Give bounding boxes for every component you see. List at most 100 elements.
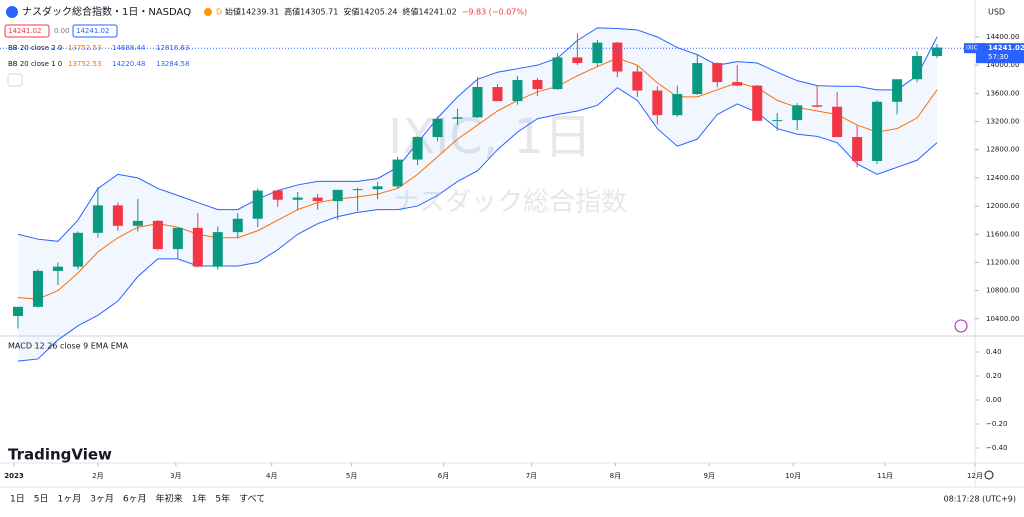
ohlc-value: 安値14205.24: [343, 7, 397, 17]
settings-icon[interactable]: [984, 470, 994, 480]
x-tick-label: 12月: [967, 472, 983, 480]
bb-label: BB 20 close 2 0: [8, 44, 62, 52]
candle-body: [732, 82, 743, 86]
candle-body: [512, 79, 523, 102]
bb-value: 14688.44: [112, 44, 146, 52]
candle-body: [812, 105, 823, 107]
candle-body: [12, 306, 23, 316]
x-tick-label: 8月: [610, 472, 621, 480]
bb-value: 12816.63: [156, 44, 189, 52]
symbol-logo: [6, 6, 18, 18]
y-tick-label: 12400.00: [986, 174, 1019, 182]
x-tick-label: 9月: [704, 472, 715, 480]
x-tick-label: 2023: [4, 472, 24, 480]
range-button[interactable]: 5年: [215, 493, 230, 505]
candle-body: [712, 63, 723, 83]
candle-body: [172, 227, 183, 250]
candle-body: [852, 137, 863, 161]
alert-icon[interactable]: [954, 319, 968, 333]
clock: 08:17:28 (UTC+9): [944, 495, 1016, 504]
y-tick-label: 14400.00: [986, 33, 1019, 41]
x-tick-label: 6月: [438, 472, 449, 480]
range-button[interactable]: 1ヶ月: [57, 494, 81, 505]
collapse-button[interactable]: [7, 73, 23, 87]
candle-body: [112, 205, 123, 226]
price-box: [4, 24, 50, 38]
candle-body: [592, 42, 603, 64]
y-tick-label: 12800.00: [986, 146, 1019, 154]
ohlc-value: 高値14305.71: [284, 7, 338, 17]
y-tick-label: 0.00: [986, 396, 1002, 404]
range-button[interactable]: 1日: [10, 494, 25, 505]
candle-body: [692, 63, 703, 95]
candle-body: [892, 79, 903, 102]
candle-body: [392, 159, 403, 187]
x-tick-label: 11月: [877, 472, 893, 480]
logo[interactable]: TradingView: [8, 446, 112, 464]
y-tick-label: 12000.00: [986, 202, 1019, 210]
countdown: 57:30: [988, 53, 1008, 61]
range-button[interactable]: 5日: [34, 494, 49, 505]
candle-body: [552, 57, 563, 90]
candle-body: [752, 85, 763, 121]
candle-body: [132, 220, 143, 226]
candle-body: [912, 56, 923, 80]
ohlc-value: 始値14239.31: [225, 7, 279, 17]
bb-value: 13752.53: [68, 60, 101, 68]
x-tick-label: 4月: [266, 472, 277, 480]
candle-body: [272, 190, 283, 200]
candle-body: [772, 120, 783, 122]
y-tick-label: 10400.00: [986, 315, 1019, 323]
candle-body: [372, 186, 383, 190]
y-tick-label: 10800.00: [986, 287, 1019, 295]
bb-label: BB 20 close 1 0: [8, 60, 62, 68]
bb-value: 13284.58: [156, 60, 189, 68]
band-fill: [17, 27, 938, 362]
candle-body: [832, 106, 843, 138]
candle-body: [332, 189, 343, 202]
price-box-text: 14241.02: [76, 27, 109, 35]
candle-body: [292, 197, 303, 200]
price-box: [72, 24, 118, 38]
candle-body: [212, 232, 223, 267]
candle-body: [532, 79, 543, 90]
x-tick-label: 10月: [785, 472, 801, 480]
currency[interactable]: USD: [988, 8, 1005, 17]
candle-body: [472, 87, 483, 118]
band-middle: [17, 57, 938, 300]
interval-badge: D: [216, 8, 222, 17]
candle-body: [632, 71, 643, 91]
y-tick-label: 14000.00: [986, 61, 1019, 69]
y-tick-label: −0.20: [986, 420, 1007, 428]
price-box-text: 14241.02: [8, 27, 41, 35]
candle-body: [412, 137, 423, 160]
last-price: 14241.02: [988, 44, 1024, 52]
range-button[interactable]: すべて: [239, 494, 265, 505]
range-button[interactable]: 1年: [192, 493, 207, 505]
range-button[interactable]: 3ヶ月: [90, 494, 114, 505]
price-box-text: 0.00: [54, 27, 70, 35]
x-tick-label: 5月: [346, 472, 357, 480]
range-button[interactable]: 6ヶ月: [123, 494, 147, 505]
symbol[interactable]: ナスダック総合指数・1日・NASDAQ: [22, 5, 191, 18]
candle-body: [652, 90, 663, 116]
candle-body: [672, 94, 683, 116]
candle-body: [452, 117, 463, 119]
candle-body: [492, 87, 503, 102]
candle-body: [252, 190, 263, 219]
ohlc-value: 終値14241.02: [403, 7, 457, 17]
bb-value: 14220.48: [112, 60, 145, 68]
candle-body: [72, 232, 83, 267]
last-price-box: [976, 43, 1024, 64]
candle-body: [232, 218, 243, 233]
x-tick-label: 3月: [170, 472, 181, 480]
candle-body: [572, 57, 583, 64]
candle-body: [32, 270, 43, 307]
candle-body: [932, 47, 943, 57]
x-tick-label: 7月: [526, 472, 537, 480]
range-button[interactable]: 年初来: [156, 493, 183, 505]
y-tick-label: −0.40: [986, 444, 1007, 452]
